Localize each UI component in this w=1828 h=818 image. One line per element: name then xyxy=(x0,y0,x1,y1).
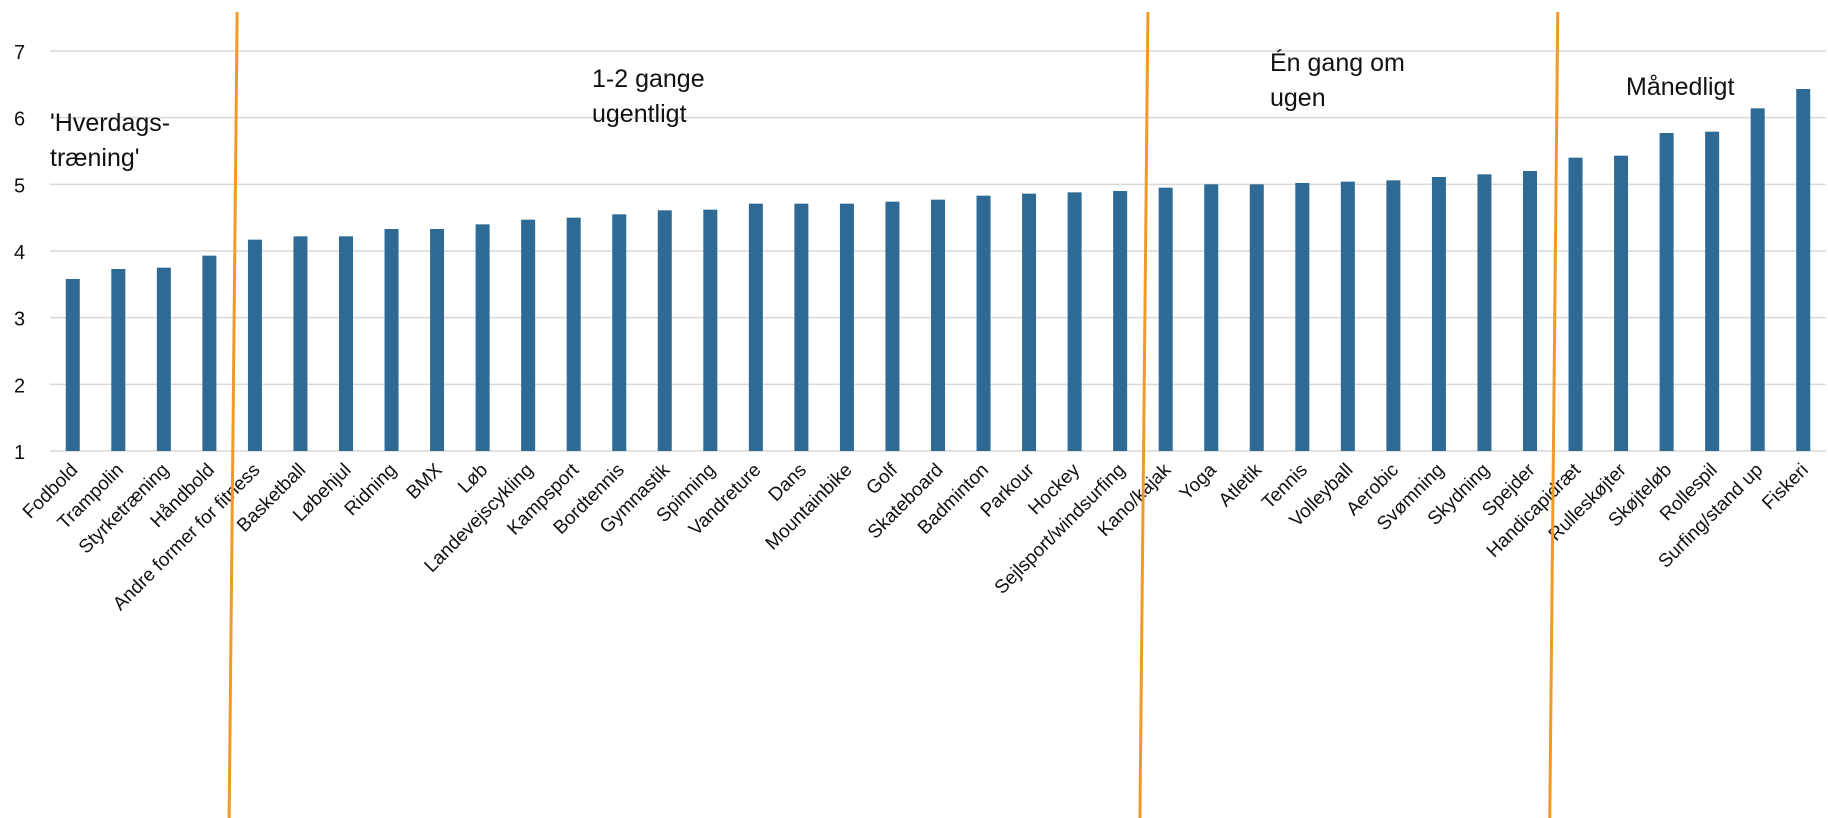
bar xyxy=(521,219,536,451)
bar xyxy=(885,201,900,451)
bar xyxy=(1568,157,1583,451)
bar xyxy=(339,236,353,451)
bar xyxy=(1113,191,1128,451)
bar xyxy=(1067,192,1082,452)
annotation-maanedligt: Månedligt xyxy=(1626,73,1735,101)
bar xyxy=(65,279,80,451)
y-tick-label: 5 xyxy=(14,175,25,197)
bar xyxy=(794,203,809,451)
y-tick-label: 7 xyxy=(14,42,25,64)
bar xyxy=(475,224,490,451)
x-tick-label: BMX xyxy=(403,459,447,503)
bars xyxy=(65,89,1811,452)
annotation-en-gang-om-ugen: Én gang om ugen xyxy=(1270,49,1405,112)
bar xyxy=(748,203,763,451)
bar xyxy=(1295,183,1310,451)
bar xyxy=(430,229,445,451)
bar xyxy=(1659,133,1674,451)
group-divider-line xyxy=(1548,11,1560,818)
bar xyxy=(1022,193,1037,451)
y-tick-label: 3 xyxy=(14,309,25,331)
bar xyxy=(703,209,718,451)
bar xyxy=(202,255,217,451)
bar xyxy=(931,199,945,451)
y-tick-label: 6 xyxy=(14,109,25,131)
y-axis-tick-labels: 1 2 3 4 5 6 7 xyxy=(14,42,25,464)
bar xyxy=(566,217,581,451)
bar xyxy=(1523,171,1537,451)
bar xyxy=(1750,108,1765,451)
bar xyxy=(1340,181,1355,451)
bar xyxy=(1705,131,1720,451)
bar xyxy=(1614,155,1629,451)
annotation-hverdagstraening: 'Hverdags- træning' xyxy=(50,109,171,172)
bar xyxy=(1477,174,1492,452)
y-tick-label: 1 xyxy=(14,442,25,464)
bar xyxy=(1204,184,1219,452)
frequency-dividers xyxy=(227,11,1560,818)
bar xyxy=(657,210,672,451)
bar xyxy=(247,239,262,451)
bar xyxy=(839,203,854,451)
bar xyxy=(612,214,627,451)
bar xyxy=(976,195,991,451)
x-tick-label: Atletik xyxy=(1215,459,1267,511)
annotation-1-2-gange-ugentligt: 1-2 gange ugentligt xyxy=(592,65,705,128)
bar xyxy=(1386,180,1401,452)
y-tick-label: 4 xyxy=(14,242,25,264)
group-divider-line xyxy=(227,11,239,818)
x-tick-label: Løb xyxy=(454,460,492,498)
bar xyxy=(1158,187,1173,451)
bar xyxy=(1796,89,1811,451)
bar xyxy=(1431,177,1446,451)
bar xyxy=(1249,184,1264,452)
group-divider-line xyxy=(1138,11,1150,818)
x-axis-category-labels: FodboldTrampolinStyrketræningHåndboldAnd… xyxy=(19,459,1813,615)
bar xyxy=(293,236,308,451)
y-tick-label: 2 xyxy=(14,375,25,397)
x-tick-label: Golf xyxy=(862,459,902,499)
bar xyxy=(111,269,126,451)
bar xyxy=(156,267,171,451)
bar xyxy=(384,229,399,451)
x-tick-label: Yoga xyxy=(1176,459,1221,504)
x-tick-label: Fiskeri xyxy=(1758,460,1812,514)
